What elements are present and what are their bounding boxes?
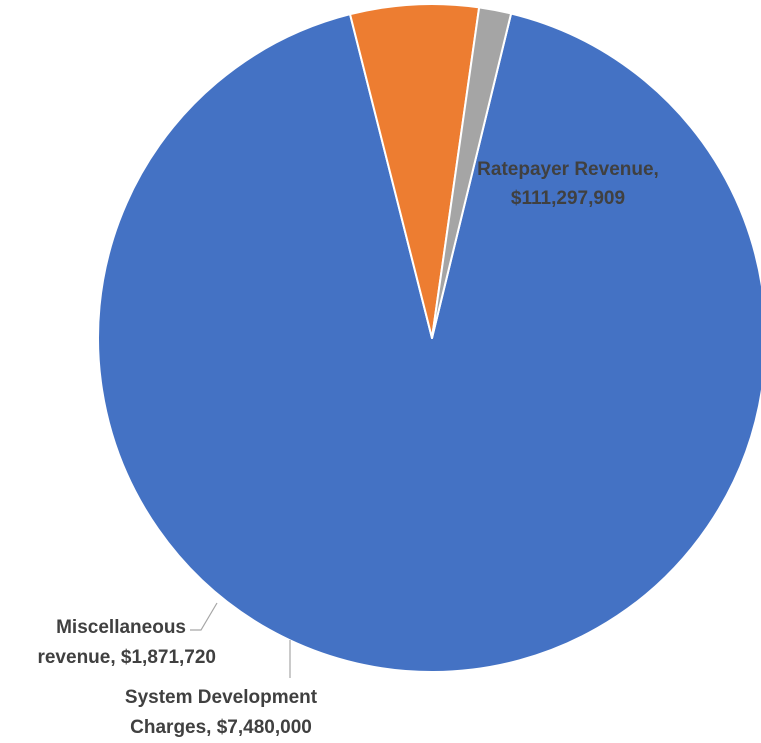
slice-miscellaneous-revenue (431, 6, 513, 339)
ratepayer-label-line2: $111,297,909 (511, 188, 625, 209)
pie-slices (97, 3, 761, 673)
slice-system-development-charges (349, 3, 481, 339)
sdc-label-line1: System Development (125, 687, 318, 708)
sdc-label-line2: Charges, $7,480,000 (130, 717, 312, 738)
ratepayer-label-line1: Ratepayer Revenue, (477, 159, 659, 180)
slice-ratepayer-revenue (97, 12, 761, 673)
misc-label-line2: revenue, $1,871,720 (37, 647, 216, 668)
misc-label-line1: Miscellaneous (56, 617, 186, 638)
misc-leader-line (190, 602, 218, 631)
